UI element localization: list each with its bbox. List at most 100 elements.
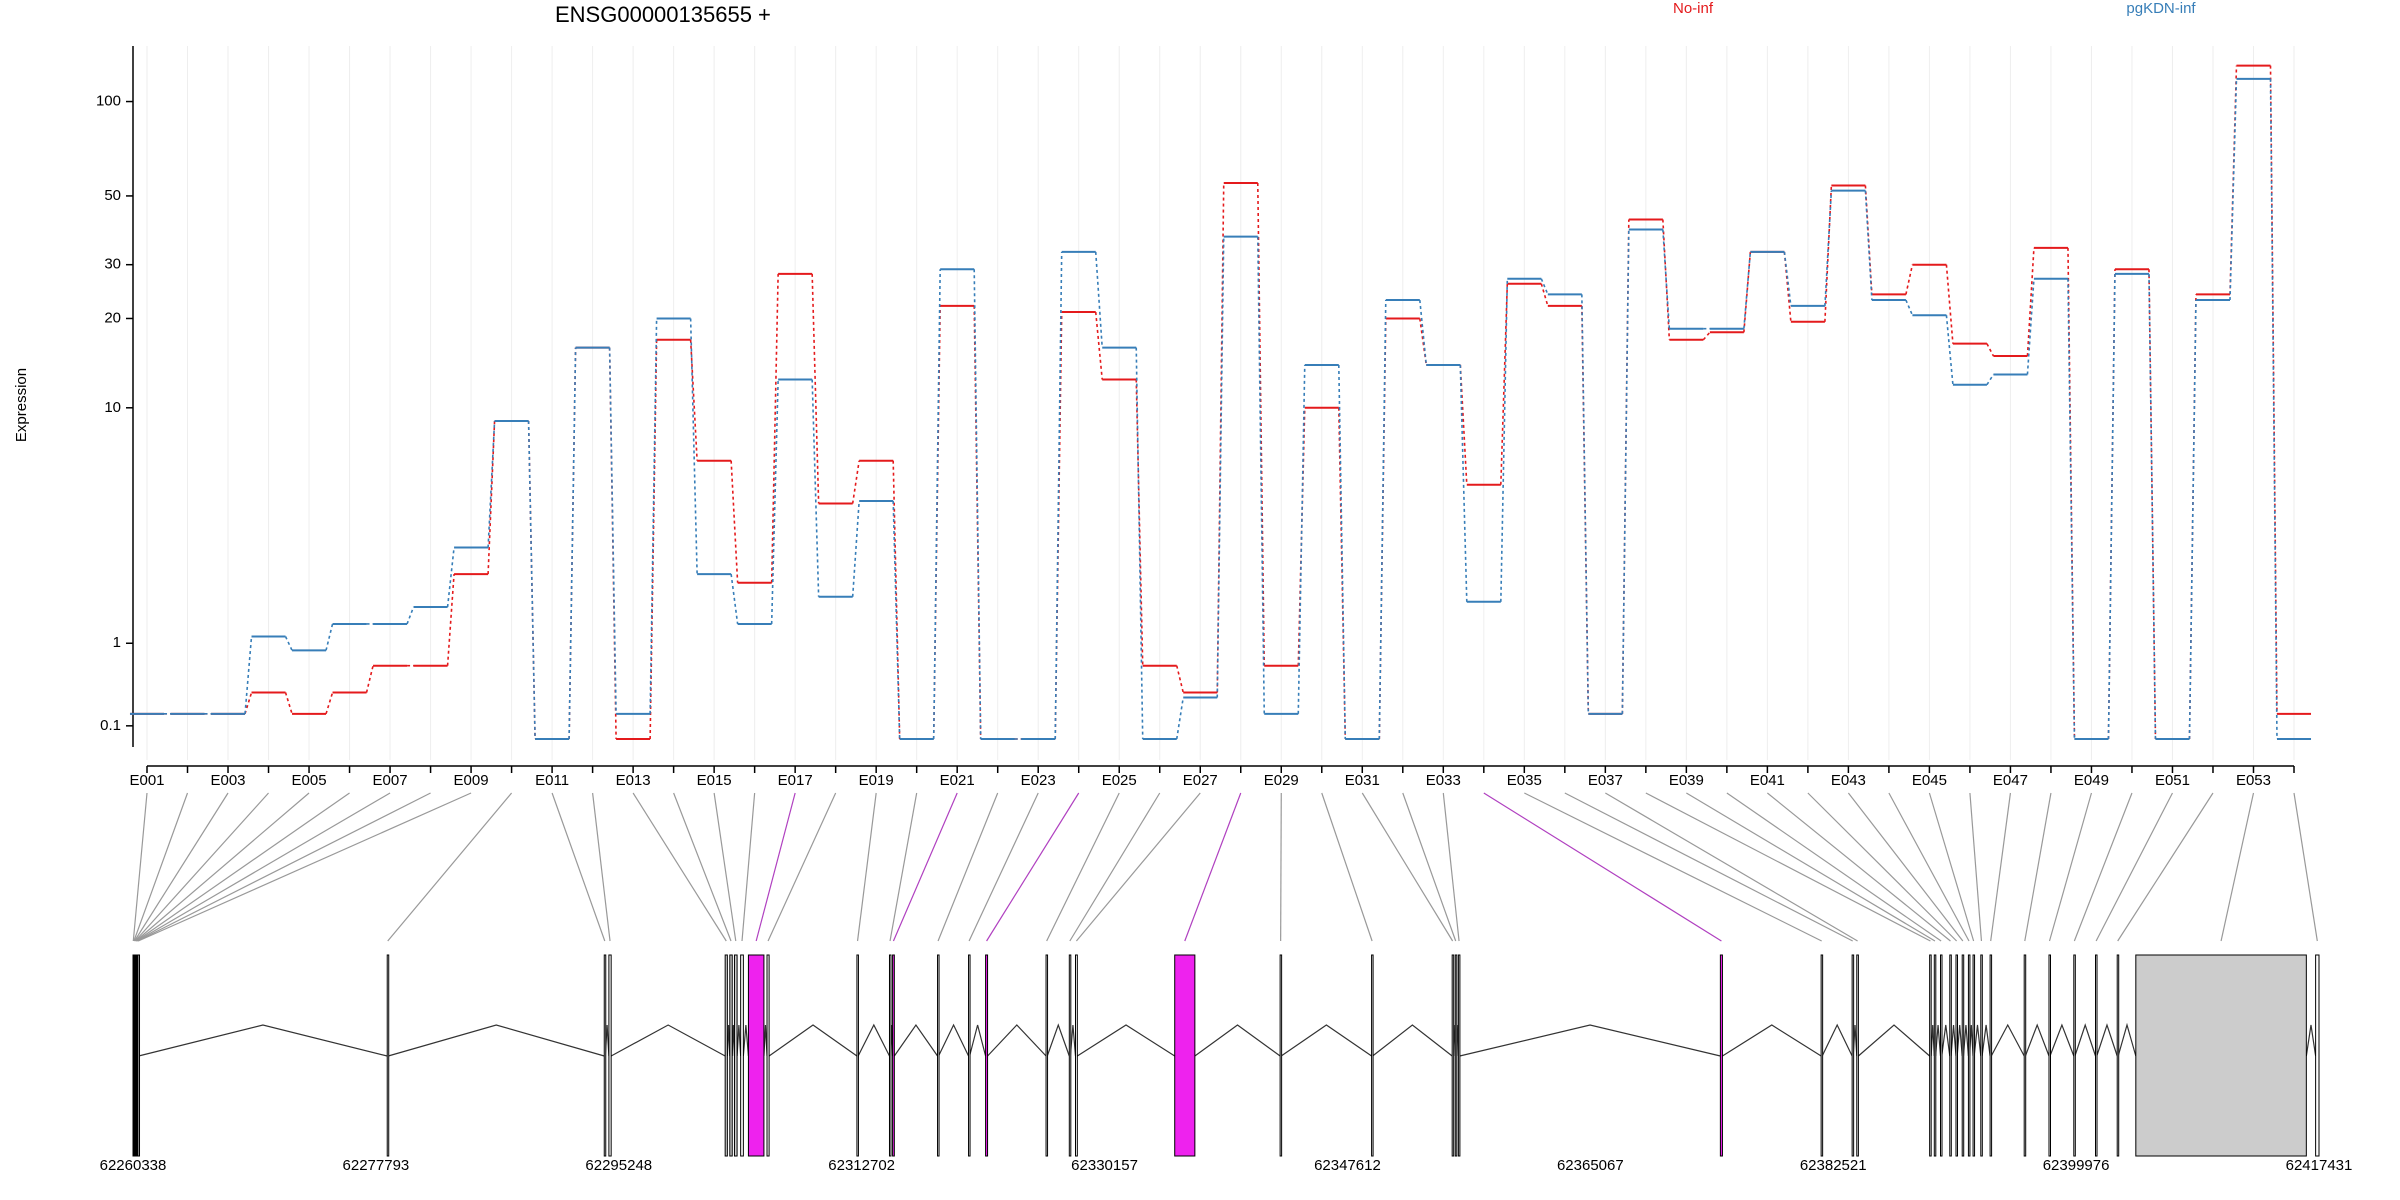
exon [2048,954,2052,1157]
exon-link [1969,792,1983,942]
connector [2107,273,2116,740]
exon-link [889,792,918,942]
coordinate-label: 62277793 [343,1157,410,1174]
coordinate-label: 62295248 [585,1157,652,1174]
exon-link [1888,792,1970,942]
exon-link [132,792,148,942]
intron [1821,1023,1853,1057]
exon [1454,954,1458,1157]
connector [770,379,779,624]
x-tick-label: E039 [1669,772,1704,789]
intron [2117,1022,2137,1057]
intron [1930,1024,1935,1057]
exon-link [2117,792,2214,942]
connector [730,573,739,625]
y-tick-label: 0.1 [100,717,121,734]
connector [770,273,779,583]
intron [768,1024,858,1057]
connector [284,636,293,651]
connector [1094,251,1104,348]
x-tick-label: E023 [1021,772,1056,789]
exon [2116,954,2120,1157]
exon [740,954,744,1157]
connector [1175,665,1185,693]
connector [1540,278,1549,295]
exon [2315,954,2320,1157]
exon-link [2048,792,2093,942]
connector [730,460,739,583]
x-tick-label: E029 [1264,772,1299,789]
exon [1980,954,1983,1157]
exon-link [136,792,391,942]
intron [1194,1024,1281,1057]
exon-link [1767,792,1951,942]
intron [1722,1024,1822,1057]
connector [244,692,253,715]
connector [1094,311,1104,380]
connector [1621,229,1630,714]
exon-link [1807,792,1958,942]
exon-link [2095,792,2174,942]
exon-link [592,792,611,942]
x-tick-label: E053 [2236,772,2271,789]
connector [1743,251,1752,329]
x-tick-label: E043 [1831,772,1866,789]
intron [969,1024,987,1057]
connector [1378,300,1387,740]
intron [736,1024,742,1057]
intron [2074,1023,2097,1057]
exon-link [713,792,737,942]
x-tick-label: E051 [2155,772,2190,789]
exon-link [1184,792,1242,942]
exon-link [1605,792,1858,942]
connector [1135,347,1144,740]
connector [2067,278,2076,740]
connector [568,347,577,740]
intron [1962,1024,1970,1057]
exon-link [2073,792,2133,942]
exon-link [551,792,606,942]
exon [1457,954,1461,1157]
connector [1054,251,1063,740]
legend-entry: pgKDN-inf [2126,0,2196,17]
exon-link [1686,792,1936,942]
connector [365,665,374,693]
y-axis-label: Expression [13,368,30,442]
connector [527,420,536,740]
intron [763,1024,768,1057]
x-tick-label: E015 [697,772,732,789]
exon-link [1442,792,1460,942]
x-tick-label: E031 [1345,772,1380,789]
exon-link [1524,792,1822,942]
exon [724,954,728,1157]
x-tick-label: E017 [778,772,813,789]
connector [406,606,415,625]
exon-link [741,792,756,942]
coordinate-label: 62365067 [1557,1157,1624,1174]
exon-link [767,792,837,942]
connector [892,501,901,740]
x-tick-label: E005 [292,772,327,789]
connector [932,269,941,740]
intron [2049,1023,2075,1057]
exon-link [134,792,229,942]
connector [1500,283,1509,485]
connector [2269,78,2278,740]
exon [2095,954,2098,1157]
exon-link [1069,792,1161,942]
connector [1419,318,1428,366]
y-tick-label: 1 [113,634,121,651]
exon [892,954,895,1157]
connector [2188,300,2197,740]
connector [244,636,253,714]
exon [1451,954,1455,1157]
exon-link [1990,792,2012,942]
intron [1935,1024,1942,1057]
series [129,64,2312,740]
exon [1972,954,1976,1157]
legend-entry: No-inf [1673,0,1714,17]
exon-link [387,792,513,942]
connector [608,347,617,714]
exon [937,954,940,1157]
